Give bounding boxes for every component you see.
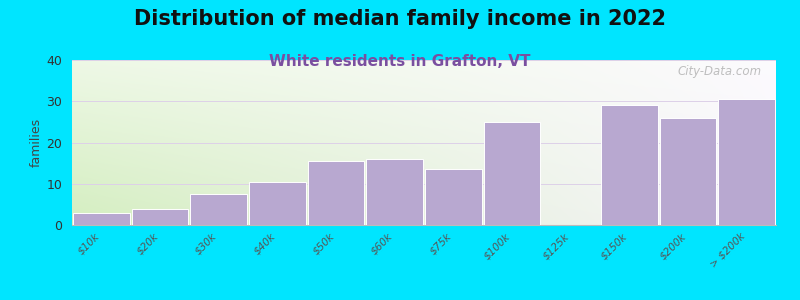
Bar — [366, 159, 423, 225]
Bar — [425, 169, 482, 225]
Bar — [307, 161, 365, 225]
Bar — [249, 182, 306, 225]
Bar — [659, 118, 717, 225]
Text: Distribution of median family income in 2022: Distribution of median family income in … — [134, 9, 666, 29]
Bar — [131, 208, 189, 225]
Text: White residents in Grafton, VT: White residents in Grafton, VT — [270, 54, 530, 69]
Bar — [718, 99, 775, 225]
Bar — [73, 213, 130, 225]
Y-axis label: families: families — [30, 118, 42, 167]
Bar — [190, 194, 247, 225]
Bar — [601, 105, 658, 225]
Text: City-Data.com: City-Data.com — [678, 65, 762, 78]
Bar — [483, 122, 541, 225]
